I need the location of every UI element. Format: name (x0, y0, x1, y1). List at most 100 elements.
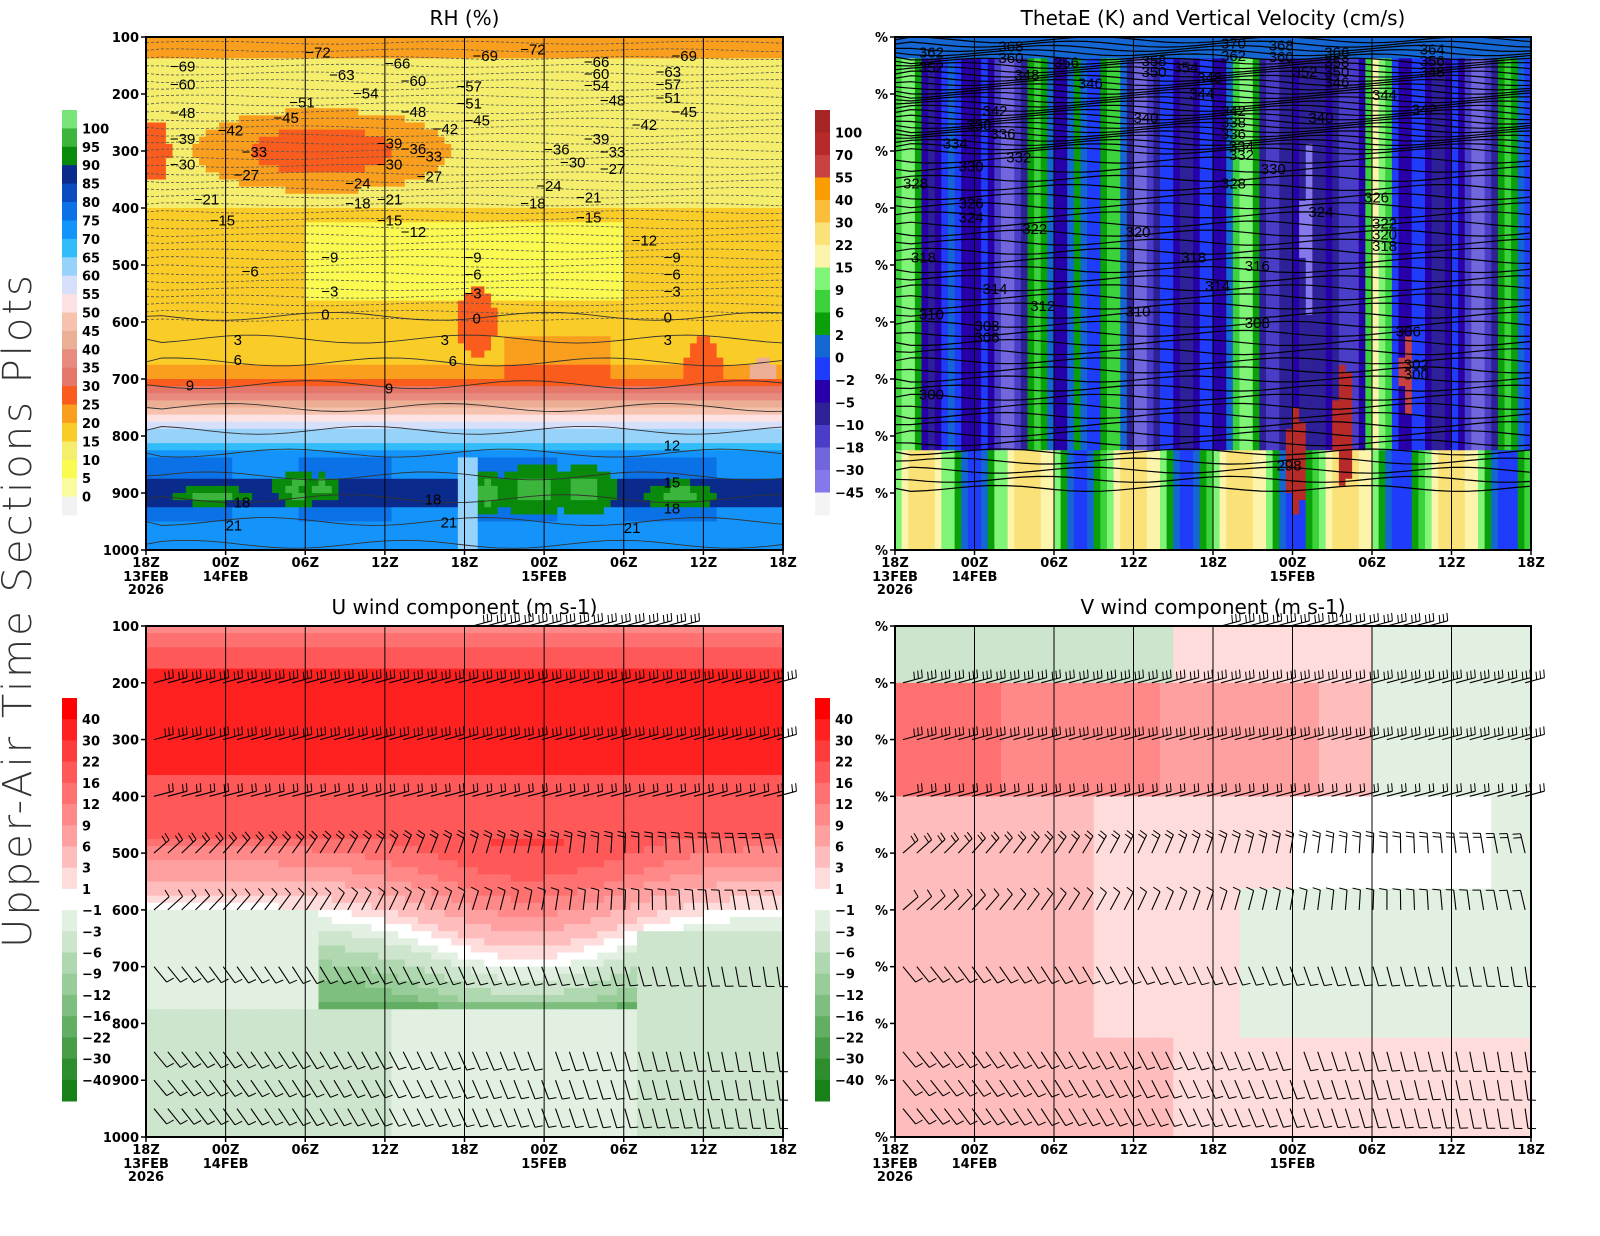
field-cell (484, 208, 492, 216)
field-cell (185, 478, 194, 487)
field-cell (411, 400, 419, 409)
field-cell (218, 122, 227, 131)
field-cell (192, 250, 200, 259)
field-cell (258, 386, 267, 394)
field-cell (457, 279, 466, 287)
field-cell (431, 436, 439, 444)
field-cell (550, 265, 558, 273)
field-cell (557, 500, 565, 508)
field-cell (424, 236, 432, 245)
field-cell (318, 165, 326, 173)
field-cell (418, 243, 426, 252)
field-cell (351, 257, 359, 266)
field-cell (205, 357, 213, 366)
field-cell (484, 51, 492, 59)
field-cell (497, 151, 505, 159)
field-cell (577, 215, 585, 223)
field-cell (544, 443, 552, 451)
field-cell (325, 521, 333, 530)
field-cell (597, 300, 605, 309)
field-cell (577, 407, 585, 416)
field-cell (477, 215, 486, 223)
field-cell (285, 507, 293, 515)
field-cell (404, 250, 413, 259)
field-cell (305, 200, 313, 209)
field-cell (146, 400, 154, 409)
field-cell (185, 279, 194, 287)
field-cell (418, 272, 426, 280)
field-cell (557, 371, 565, 380)
field-cell (590, 357, 598, 366)
field-cell (550, 72, 558, 81)
field-cell (404, 436, 413, 444)
field-cell (146, 236, 154, 245)
field-cell (590, 457, 598, 466)
field-cell (457, 193, 466, 202)
field-cell (146, 314, 154, 323)
field-cell (238, 457, 247, 466)
field-cell (444, 379, 452, 387)
field-cell (491, 343, 499, 352)
field-cell (398, 371, 406, 380)
field-cell (172, 179, 180, 188)
field-cell (418, 257, 426, 266)
field-cell (510, 186, 519, 195)
field-cell (192, 293, 200, 302)
field-cell (391, 143, 399, 152)
field-cell (179, 471, 187, 480)
field-cell (577, 514, 585, 523)
field-cell (345, 286, 353, 295)
field-cell (291, 151, 300, 159)
field-cell (564, 428, 572, 437)
field-cell (497, 336, 505, 344)
field-cell (159, 400, 167, 409)
field-cell (199, 44, 207, 52)
field-cell (285, 478, 293, 487)
field-cell (491, 179, 499, 188)
field-cell (185, 215, 194, 223)
field-cell (424, 193, 432, 202)
field-cell (484, 464, 492, 473)
field-cell (491, 115, 499, 124)
field-cell (245, 535, 253, 544)
field-cell (411, 307, 419, 316)
field-cell (464, 250, 472, 259)
field-cell (172, 528, 180, 537)
field-cell (404, 179, 413, 188)
field-cell (152, 265, 160, 273)
field-cell (491, 436, 499, 444)
field-cell (291, 101, 300, 109)
field-cell (179, 500, 187, 508)
field-cell (530, 94, 539, 102)
field-cell (437, 86, 446, 95)
field-cell (218, 72, 227, 81)
field-cell (597, 222, 605, 230)
field-cell (305, 186, 313, 195)
field-cell (384, 236, 393, 245)
field-cell (444, 94, 452, 102)
field-cell (291, 257, 300, 266)
field-cell (364, 108, 373, 116)
field-cell (418, 414, 426, 423)
field-cell (504, 485, 512, 494)
field-cell (424, 343, 432, 352)
field-cell (418, 336, 426, 344)
field-cell (597, 143, 605, 152)
field-cell (398, 436, 406, 444)
field-cell (265, 208, 273, 216)
field-cell (278, 535, 286, 544)
field-cell (305, 44, 313, 52)
field-cell (524, 464, 532, 473)
field-cell (285, 136, 293, 145)
field-cell (577, 471, 585, 480)
field-cell (550, 535, 558, 544)
field-cell (583, 108, 592, 116)
field-cell (212, 464, 220, 473)
field-cell (351, 151, 359, 159)
field-cell (311, 371, 320, 380)
field-cell (212, 51, 220, 59)
field-cell (192, 94, 200, 102)
field-cell (305, 457, 313, 466)
field-cell (537, 478, 545, 487)
field-cell (471, 307, 479, 316)
